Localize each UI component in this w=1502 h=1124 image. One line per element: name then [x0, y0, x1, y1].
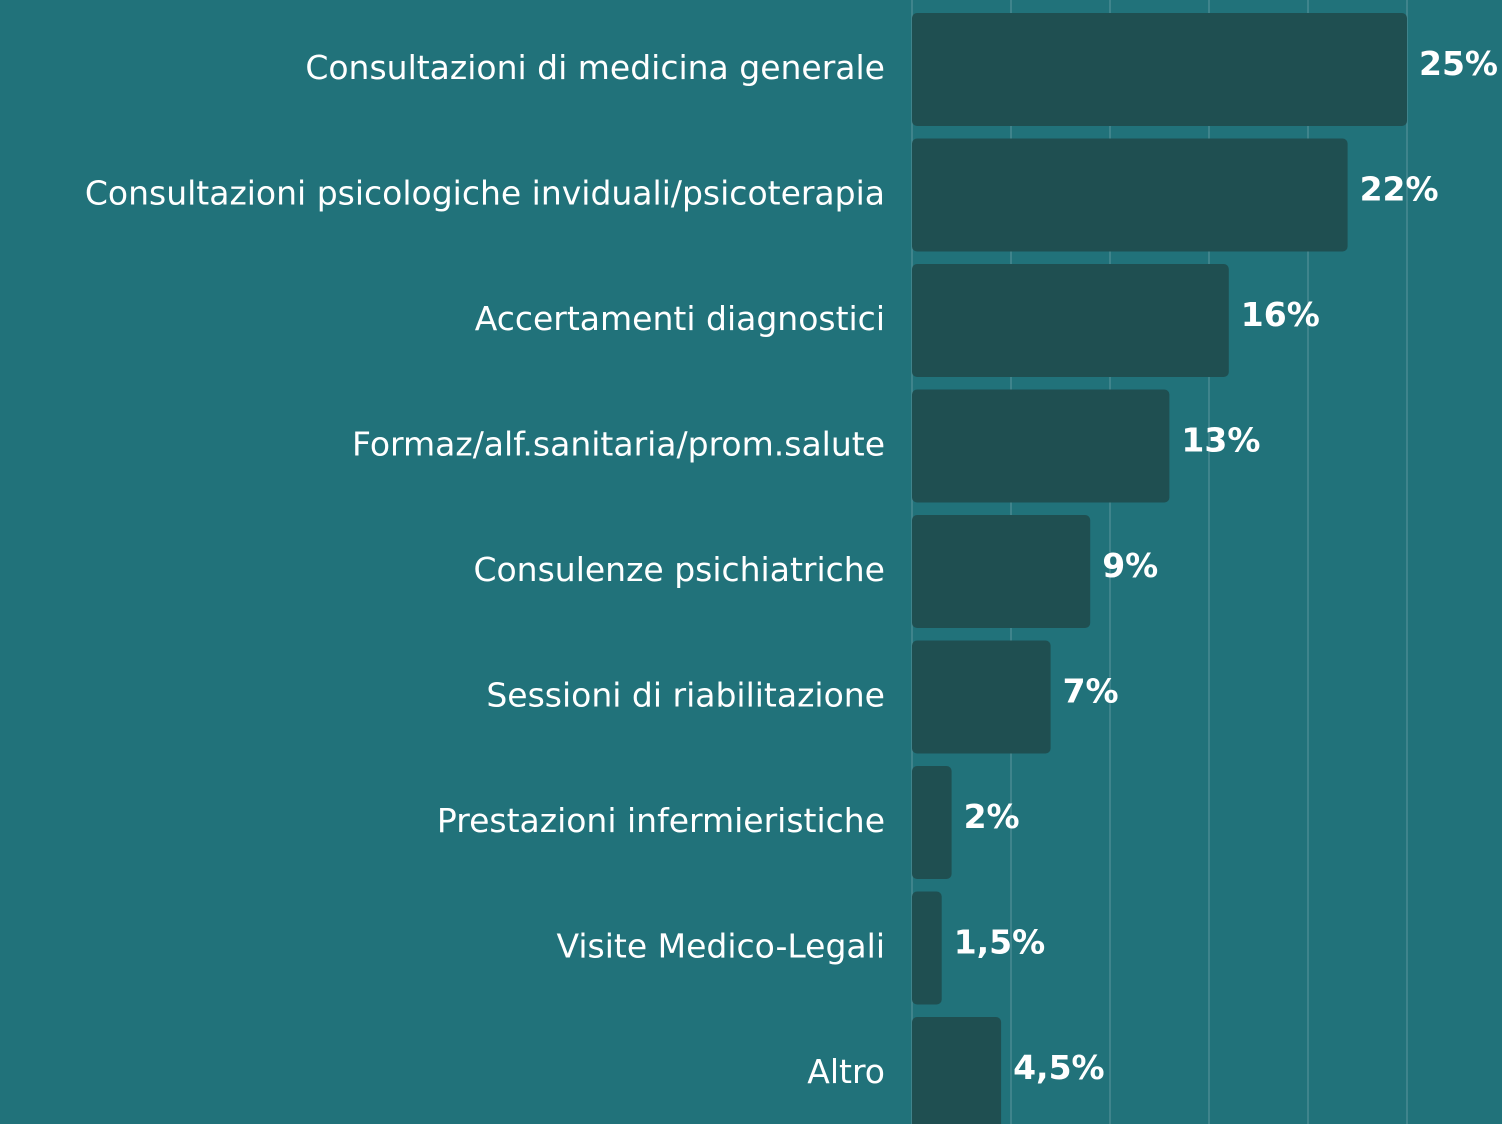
bar	[912, 138, 1348, 252]
bar	[912, 891, 942, 1005]
bar	[912, 389, 1170, 503]
category-label: Sessioni di riabilitazione	[486, 676, 885, 715]
bar	[912, 1017, 1002, 1124]
value-label: 13%	[1181, 421, 1260, 460]
bar	[912, 13, 1407, 126]
category-label: Visite Medico-Legali	[557, 927, 885, 966]
value-label: 9%	[1102, 546, 1158, 585]
bar	[912, 640, 1051, 754]
value-label: 7%	[1063, 672, 1119, 711]
value-label: 1,5%	[954, 923, 1046, 962]
category-label: Prestazioni infermieristiche	[437, 801, 885, 840]
category-label: Consulenze psichiatriche	[473, 550, 885, 589]
bar	[912, 264, 1229, 377]
category-label: Consultazioni di medicina generale	[305, 48, 885, 87]
category-label: Formaz/alf.sanitaria/prom.salute	[352, 425, 885, 464]
value-label: 16%	[1241, 295, 1320, 334]
value-label: 2%	[964, 797, 1020, 836]
value-label: 4,5%	[1013, 1048, 1105, 1087]
category-label: Altro	[807, 1052, 885, 1091]
value-label: 25%	[1419, 44, 1498, 83]
value-label: 22%	[1360, 170, 1439, 209]
bar	[912, 766, 952, 879]
category-label: Accertamenti diagnostici	[475, 299, 885, 338]
bar	[912, 515, 1091, 628]
category-label: Consultazioni psicologiche inviduali/psi…	[85, 174, 885, 213]
